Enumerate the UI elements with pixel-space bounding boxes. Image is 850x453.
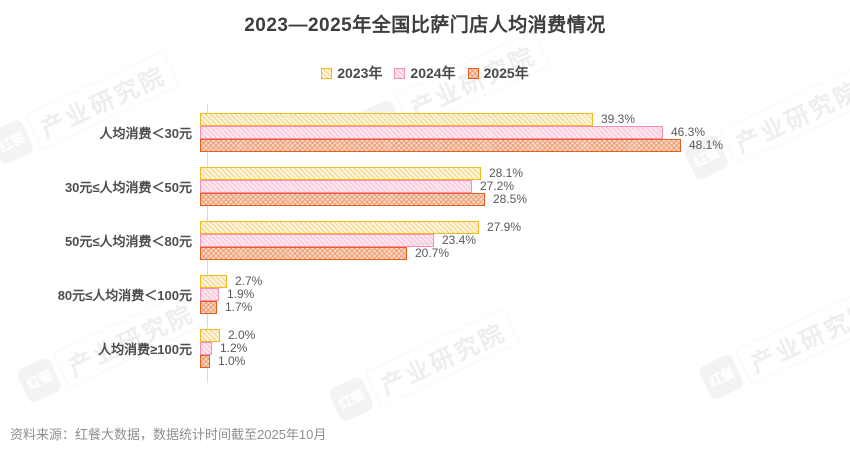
brand-logo-icon: 红餐 — [327, 375, 376, 424]
bar-2023年-4 — [200, 329, 220, 342]
bar-line: 39.3% — [200, 113, 723, 126]
value-label: 1.9% — [227, 287, 255, 301]
bar-2024年-3 — [200, 288, 219, 301]
bar-stack: 27.9% 23.4% 20.7% — [200, 221, 521, 260]
legend-item-2023年: 2023年 — [321, 63, 382, 83]
legend-swatch-icon — [467, 67, 479, 79]
bar-stack: 2.7% 1.9% 1.7% — [200, 275, 262, 314]
bar-2025年-2 — [200, 247, 407, 260]
page-title: 2023—2025年全国比萨门店人均消费情况 — [244, 15, 606, 36]
value-label: 1.0% — [218, 354, 246, 368]
bar-2023年-2 — [200, 221, 479, 234]
bar-2024年-0 — [200, 126, 663, 139]
bar-2025年-1 — [200, 193, 485, 206]
bar-2025年-3 — [200, 301, 217, 314]
value-label: 27.2% — [480, 179, 515, 193]
category-label: 人均消费≥100元 — [98, 342, 192, 357]
bar-stack: 28.1% 27.2% 28.5% — [200, 167, 527, 206]
category-label: 30元≤人均消费＜50元 — [64, 180, 192, 195]
bar-2023年-3 — [200, 275, 227, 288]
value-label: 28.5% — [493, 192, 528, 206]
value-label: 20.7% — [415, 246, 450, 260]
bar-2025年-4 — [200, 355, 210, 368]
bar-2024年-1 — [200, 180, 472, 193]
bar-line: 1.7% — [200, 301, 262, 314]
bar-stack: 39.3% 46.3% 48.1% — [200, 113, 723, 152]
bar-2023年-0 — [200, 113, 593, 126]
value-label: 39.3% — [601, 112, 636, 126]
bar-group: 人均消费≥100元 2.0% 1.2% 1.0% — [0, 329, 850, 368]
bar-line: 1.0% — [200, 355, 255, 368]
value-label: 1.7% — [225, 300, 253, 314]
bar-line: 2.7% — [200, 275, 262, 288]
bar-group: 30元≤人均消费＜50元 28.1% 27.2% 28.5% — [0, 167, 850, 206]
bar-2023年-1 — [200, 167, 481, 180]
value-label: 2.7% — [235, 274, 263, 288]
bar-group: 50元≤人均消费＜80元 27.9% 23.4% 20.7% — [0, 221, 850, 260]
category-label: 50元≤人均消费＜80元 — [64, 234, 192, 249]
bar-2025年-0 — [200, 139, 681, 152]
bar-chart: 人均消费＜30元 39.3% 46.3% 48.1% 30元≤人均消费＜50元 28.1%… — [0, 113, 850, 368]
bar-line: 23.4% — [200, 234, 521, 247]
value-label: 1.2% — [220, 341, 248, 355]
bar-group: 80元≤人均消费＜100元 2.7% 1.9% 1.7% — [0, 275, 850, 314]
legend-label: 2023年 — [337, 65, 383, 81]
legend-item-2024年: 2024年 — [394, 63, 456, 83]
legend-label: 2024年 — [410, 65, 456, 81]
category-label: 80元≤人均消费＜100元 — [57, 288, 192, 303]
legend-item-2025年: 2025年 — [467, 63, 529, 83]
bar-group: 人均消费＜30元 39.3% 46.3% 48.1% — [0, 113, 850, 152]
bar-line: 28.1% — [200, 167, 527, 180]
category-label: 人均消费＜30元 — [99, 126, 192, 141]
bar-line: 28.5% — [200, 193, 527, 206]
bar-line: 20.7% — [200, 247, 521, 260]
bar-line: 48.1% — [200, 139, 723, 152]
legend-label: 2025年 — [483, 65, 529, 81]
value-label: 27.9% — [487, 220, 522, 234]
legend-swatch-icon — [321, 67, 333, 79]
bar-line: 27.2% — [200, 180, 527, 193]
source-note: 资料来源：红餐大数据，数据统计时间截至2025年10月 — [10, 427, 327, 442]
value-label: 48.1% — [689, 138, 724, 152]
chart-legend: 2023年 2024年 2025年 — [0, 63, 850, 83]
bar-2024年-2 — [200, 234, 434, 247]
bar-line: 27.9% — [200, 221, 521, 234]
bar-line: 46.3% — [200, 126, 723, 139]
legend-swatch-icon — [394, 67, 406, 79]
bar-2024年-4 — [200, 342, 212, 355]
value-label: 28.1% — [489, 166, 524, 180]
bar-stack: 2.0% 1.2% 1.0% — [200, 329, 255, 368]
value-label: 23.4% — [442, 233, 477, 247]
value-label: 2.0% — [228, 328, 256, 342]
